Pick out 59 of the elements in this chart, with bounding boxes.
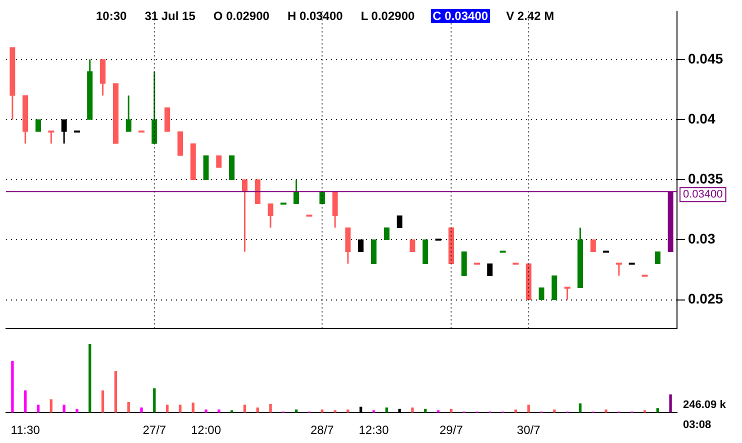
bar [334,410,336,413]
bar [88,344,92,413]
bar [527,404,530,413]
x-tick-label: 12:30 [358,423,390,438]
y-tick-label: 0.04 [688,110,716,126]
bar [436,410,440,413]
x-tick-label: 29/7 [440,423,464,438]
text: 246.09 k [683,398,726,411]
x-tick-label: 28/7 [310,423,334,438]
bar [372,410,376,413]
bar [153,388,156,413]
bar [127,402,130,413]
x-tick-label: 11:30 [10,423,40,438]
bar [114,371,118,413]
bar [24,390,27,413]
bar [669,394,672,413]
bar [553,410,556,413]
bar [192,402,194,413]
bar [62,404,66,413]
bar [36,404,40,413]
bar [50,399,52,413]
annotation: H 0.03400 [286,9,344,23]
x-tick-label: 30/7 [516,423,541,438]
bar [101,390,104,413]
bar [578,403,582,413]
bar [643,410,646,413]
bar [76,408,78,413]
bar [656,408,659,413]
bar [140,407,143,413]
text: 03:08 [683,418,712,431]
y-tick-label: 0.045 [688,50,724,66]
x-tick-label: 27/7 [142,423,166,438]
bar [320,410,324,413]
ref-line-label: 0.03400 [683,188,723,201]
annotation: 31 Jul 15 [144,9,196,23]
bar [256,407,259,413]
bar [166,404,169,413]
bar [514,410,518,413]
y-tick-label: 0.025 [688,290,724,307]
bar [218,410,220,413]
bar [411,407,414,413]
bar [230,410,234,413]
bar [295,410,298,413]
bar [346,410,350,413]
bar [385,407,388,413]
annotation: 10:30 [95,9,128,23]
annotation: C 0.03400 [430,9,490,23]
x-tick-label: 12:00 [190,423,222,438]
annotation: V 2.42 M [505,9,556,23]
annotation: O 0.02900 [212,9,270,23]
bar [243,404,246,413]
bar [178,404,182,413]
bar [604,410,608,413]
y-tick-label: 0.035 [688,170,724,186]
bar [269,404,272,413]
bar [204,410,208,413]
y-tick-label: 0.03 [688,230,716,247]
bar [11,360,14,413]
annotation: L 0.02900 [360,9,416,23]
